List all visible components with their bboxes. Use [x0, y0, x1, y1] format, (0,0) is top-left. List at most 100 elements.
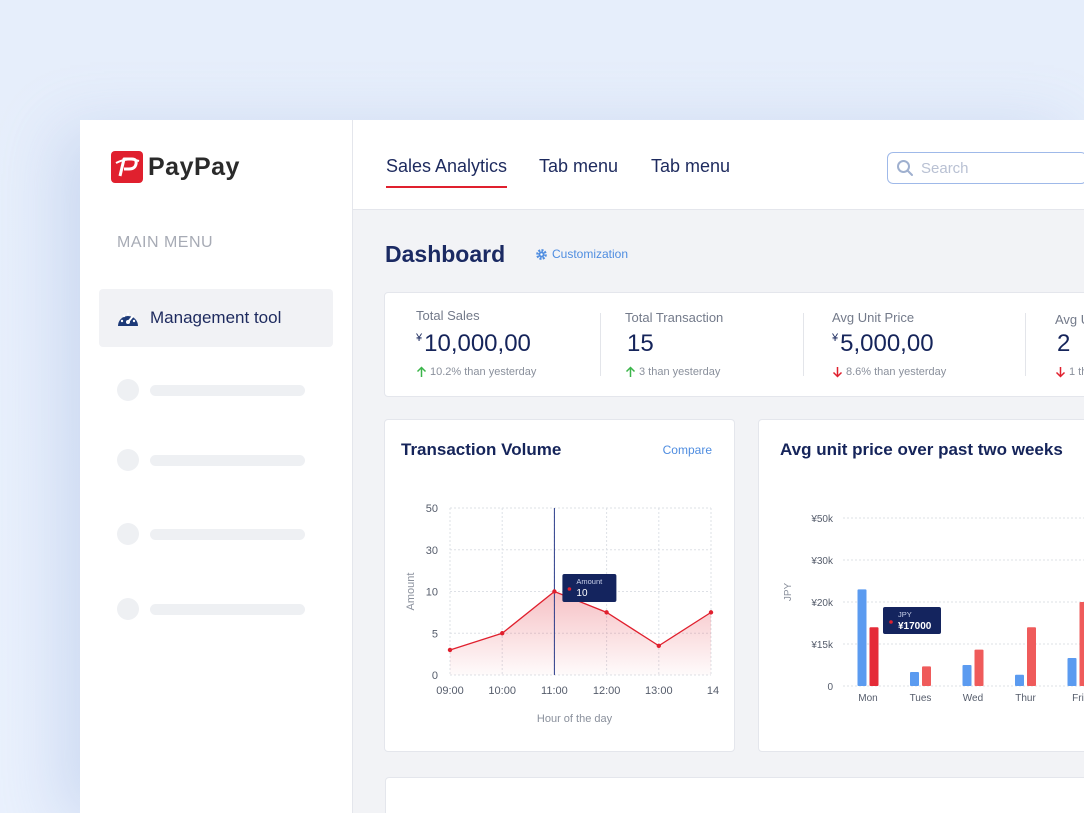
placeholder-bar [150, 454, 305, 466]
bottom-card [385, 777, 1084, 813]
arrow-up-icon [625, 366, 636, 377]
tab-sales-analytics[interactable]: Sales Analytics [386, 156, 508, 188]
y-tick-label: 0 [432, 670, 438, 682]
kpi-label: Total Transaction [625, 310, 724, 325]
tooltip-value: 10 [576, 588, 588, 599]
tooltip-bg [562, 574, 617, 602]
sidebar-item-label: Management tool [150, 308, 282, 327]
sidebar-placeholder-item[interactable] [117, 523, 305, 545]
arrow-up-icon [416, 366, 427, 377]
avg-price-card: Avg unit price over past two weeks 0 ¥15k… [758, 419, 1084, 752]
sidebar-item-management-tool[interactable]: Management tool [99, 289, 333, 347]
x-tick-label: Tues [910, 693, 932, 704]
bar [1015, 674, 1024, 686]
arrow-down-icon [832, 367, 843, 378]
sidebar-placeholder-item[interactable] [117, 379, 305, 401]
kpi-change: 3 than yesterday [625, 366, 720, 378]
chart-tooltip: Amount 10 [562, 574, 617, 602]
y-tick-label: 10 [426, 587, 438, 599]
placeholder-dot [117, 598, 139, 620]
customization-label: Customization [552, 247, 629, 261]
bar [1027, 627, 1036, 686]
placeholder-bar [150, 384, 305, 396]
paypay-logo-icon [111, 151, 143, 183]
tooltip-bg [883, 607, 941, 634]
bar [1079, 602, 1084, 686]
arrow-down-icon [1055, 367, 1066, 378]
bar [857, 589, 867, 686]
customization-link[interactable]: Customization [535, 247, 628, 261]
sidebar-placeholder-item[interactable] [117, 598, 305, 620]
card-title: Transaction Volume [401, 440, 562, 459]
data-point [604, 610, 609, 615]
kpi-value: ¥5,000,00 [832, 330, 934, 357]
placeholder-dot [117, 379, 139, 401]
kpi-change: 10.2% than yesterday [416, 366, 536, 378]
data-point [708, 610, 714, 615]
tooltip-label: JPY [898, 610, 912, 619]
placeholder-dot [117, 449, 139, 471]
kpi-value: 2 [1057, 330, 1071, 357]
kpi-divider [1025, 313, 1026, 376]
kpi-value: ¥10,000,00 [416, 330, 531, 357]
tab-menu-1[interactable]: Tab menu [539, 156, 619, 176]
kpi-summary-card: Total Sales ¥10,000,00 10.2% than yester… [384, 292, 1084, 397]
transaction-volume-card: Transaction Volume Compare 0 5 10 30 50 09:00… [384, 419, 735, 752]
compare-link[interactable]: Compare [662, 443, 712, 457]
logo[interactable]: PayPay [111, 151, 240, 183]
kpi-change: 1 th [1055, 366, 1084, 378]
kpi-change: 8.6% than yesterday [832, 366, 946, 378]
kpi-label: Avg U [1055, 312, 1084, 327]
bar [974, 649, 984, 686]
kpi-label: Total Sales [416, 308, 480, 323]
tooltip-label: Amount [576, 577, 603, 586]
card-title: Avg unit price over past two weeks [780, 440, 1063, 459]
chart-tooltip: JPY ¥17000 [883, 607, 941, 634]
search-input[interactable] [921, 159, 1071, 177]
speedometer-icon [118, 312, 138, 326]
y-tick-label: 0 [827, 682, 833, 693]
kpi-divider [600, 313, 601, 376]
app-window: PayPay MAIN MENU Management tool Sales A… [80, 120, 1084, 813]
data-point [447, 647, 453, 653]
x-axis-label: Hour of the day [537, 713, 613, 725]
y-tick-label: 50 [426, 503, 438, 515]
x-tick-label: Fri [1072, 693, 1084, 704]
search-icon [897, 160, 913, 176]
x-tick-label: 11:00 [541, 685, 568, 697]
placeholder-dot [117, 523, 139, 545]
brand-name: PayPay [148, 152, 240, 181]
tab-menu-2[interactable]: Tab menu [651, 156, 731, 176]
y-tick-label: ¥20k [810, 598, 834, 609]
sidebar-placeholder-item[interactable] [117, 449, 305, 471]
main-menu-heading: MAIN MENU [117, 234, 214, 251]
x-tick-label: Mon [858, 693, 877, 704]
top-bar: Sales Analytics Tab menu Tab menu [353, 120, 1084, 210]
placeholder-bar [150, 528, 305, 540]
search-box[interactable] [887, 152, 1084, 184]
y-tick-label: 5 [432, 628, 438, 640]
y-tick-label: 30 [426, 545, 438, 557]
bar [962, 665, 972, 686]
x-tick-label: 14 [707, 685, 719, 697]
avg-price-bar-chart: 0 ¥15k ¥20k ¥30k ¥50k JPY Mon Tues Wed Thur Fri JPY… [783, 514, 1084, 704]
transaction-line-chart: 0 5 10 30 50 09:00 10:00 11:00 12:00 13:00 14 Hour … [405, 503, 719, 725]
kpi-label: Avg Unit Price [832, 310, 915, 325]
series-area [450, 591, 711, 675]
x-tick-label: Thur [1015, 693, 1036, 704]
kpi-divider [803, 313, 804, 376]
data-point [552, 589, 557, 594]
bar [869, 627, 879, 686]
x-tick-label: 09:00 [436, 685, 464, 697]
kpi-value: 15 [627, 330, 654, 357]
y-tick-label: ¥50k [810, 514, 834, 525]
x-tick-label: 12:00 [593, 685, 621, 697]
y-axis-label: JPY [783, 583, 794, 602]
y-axis-label: Amount [405, 573, 417, 611]
x-tick-label: 13:00 [645, 685, 673, 697]
bar [922, 666, 931, 686]
data-point [500, 631, 505, 636]
tooltip-dot [889, 620, 893, 624]
tooltip-dot [567, 587, 572, 591]
gear-icon [536, 248, 547, 260]
